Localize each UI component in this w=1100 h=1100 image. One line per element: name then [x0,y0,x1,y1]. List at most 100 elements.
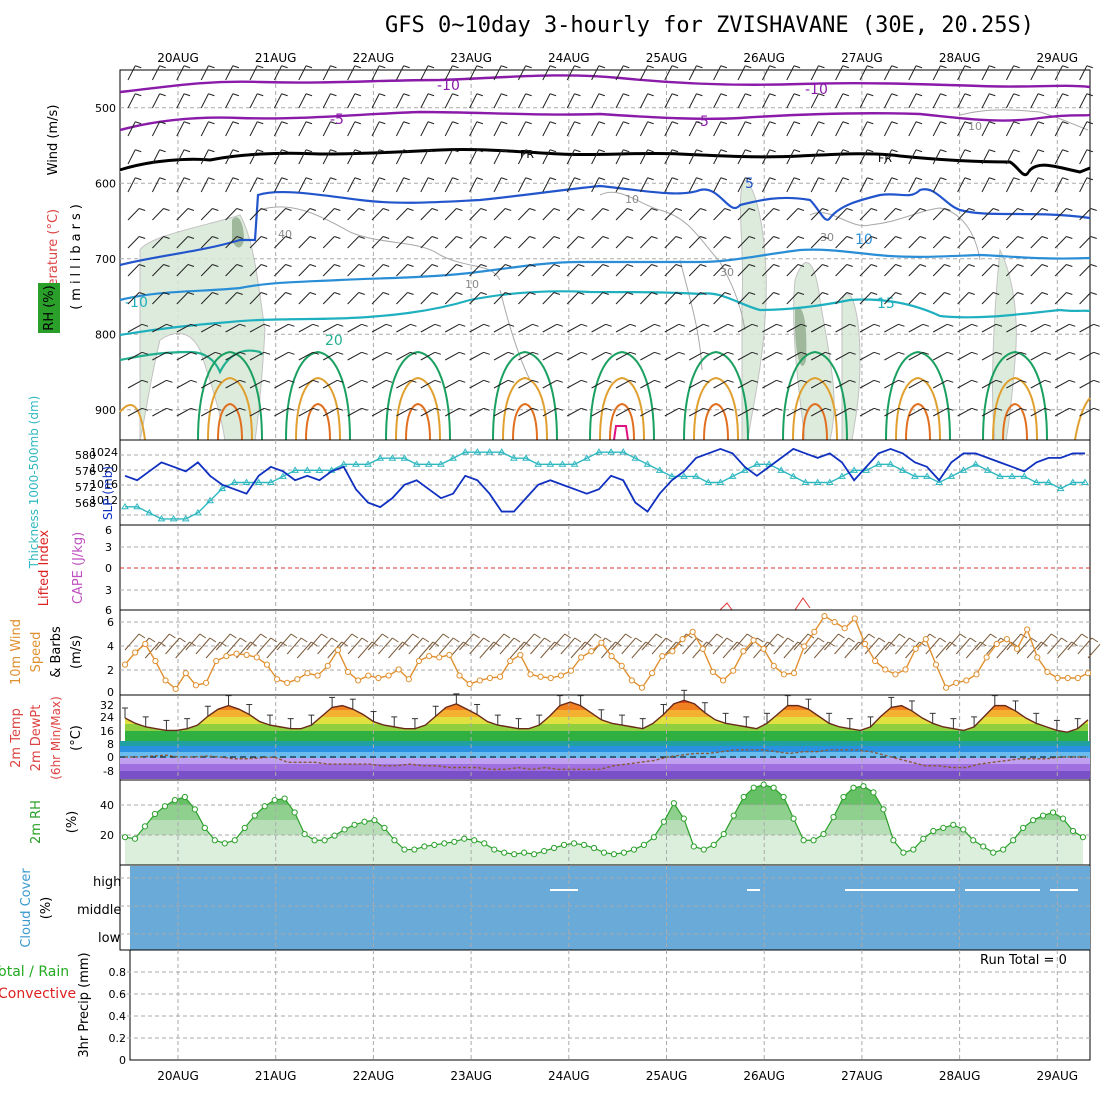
wind10-barb-21 [337,633,353,651]
lobe-25-0 [197,350,263,441]
thickness-point-27 [449,454,457,461]
wind10-point-78 [912,645,919,652]
upper-barb-64 [713,93,722,109]
upper-barb-199 [1079,177,1088,193]
tick-8-3: 8 [107,738,114,751]
upper-barb-tick-476 [1020,379,1027,383]
wind10-barb-39 [519,633,535,651]
upper-barb-358 [1054,292,1067,305]
wind10-barb-tick-20 [341,641,349,647]
upper-barb-tick-277 [1041,236,1049,239]
upper-barb-tick-106 [769,121,776,125]
upper-barb-tick-30 [867,65,874,69]
upper-barb-352 [908,292,921,305]
upper-barb-tick-83 [208,121,215,125]
top-date-21aug: 21AUG [255,51,297,65]
upper-barb-207 [298,208,311,221]
wind10-barb-tick-7 [209,637,217,643]
wind10-barb-31 [438,637,454,655]
upper-barb-282 [176,264,189,277]
upper-barb-tick-339 [602,292,609,295]
upper-barb-tick-505 [751,407,759,411]
upper-barb-314 [957,264,970,277]
upper-barb-339 [591,292,604,305]
upper-barb-tick-171 [403,177,410,181]
upper-barb-256 [518,236,530,249]
slp-label: SLP (mb) [101,466,115,520]
wind10-point-46 [588,648,595,655]
rh2m-point-78 [900,849,907,856]
upper-barb-53 [444,93,453,109]
upper-barb-338 [566,292,579,305]
rh2m-point-54 [660,818,667,825]
upper-barb-tick-34 [964,65,972,69]
wind10-barb-tick-88 [1030,637,1038,643]
upper-barb-237 [1030,208,1043,221]
upper-barb-492 [420,407,436,417]
thickness-point-55 [789,472,798,479]
upper-barb-269 [835,236,848,249]
upper-barb-224 [713,208,726,221]
upper-barb-290 [371,264,384,277]
upper-barb-252 [420,236,433,249]
upper-barb-344 [713,292,726,305]
upper-barb-303 [688,264,701,277]
thickness-point-25 [424,460,433,467]
upper-barb-173 [444,177,453,193]
lobe-30-2 [395,376,441,441]
wind10-point-11 [233,650,240,657]
rh2m-point-18 [301,830,308,838]
upper-barb-270 [859,236,872,249]
wind10-barb-35 [479,641,495,659]
upper-barb-480 [127,407,143,417]
thickness-point-10 [242,478,251,485]
rh2m-point-9 [211,837,218,844]
wind10-point-94 [1074,674,1081,682]
upper-barb-141 [639,149,649,165]
wind10-barb-51 [641,633,657,651]
label-5: 5 [745,176,754,192]
upper-barb-415 [493,351,509,361]
wind10-point-2 [142,640,149,648]
wind10-point-37 [496,673,504,680]
upper-barb-99 [591,121,600,137]
thickness-point-30 [485,448,494,455]
upper-barb-tick-420 [629,351,637,355]
upper-barb-tick-259 [602,236,609,239]
rh2m-point-59 [710,841,717,849]
upper-barb-tick-143 [696,149,703,153]
thickness-point-35 [546,460,555,467]
thickness-point-52 [753,460,761,467]
upper-barb-44 [225,93,234,109]
upper-barb-362 [176,323,192,333]
upper-barb-tick-396 [1020,323,1027,327]
rh2m-point-63 [750,784,757,791]
wind10-barb-tick-57 [716,633,724,639]
upper-barb-tick-5 [257,65,264,69]
thickness-point-79 [1081,478,1089,485]
upper-barb-494 [469,407,484,417]
upper-barb-tick-52 [427,93,435,97]
wind10-barb-52 [651,637,667,655]
upper-barb-tick-289 [358,264,365,267]
thickness-point-28 [461,448,470,455]
label-rh10-a: 10 [625,193,639,206]
upper-barb-88 [322,121,331,137]
upper-barb-tick-273 [944,236,951,239]
temp-band-m4 [120,758,1090,764]
upper-barb-328 [322,292,335,305]
upper-barb-tick-270 [870,236,878,239]
upper-barb-tick-311 [895,264,902,267]
upper-barb-tick-320 [138,292,146,295]
rh2m-point-61 [730,812,737,819]
wind10-point-95 [1084,670,1092,677]
upper-barb-tick-460 [629,379,637,383]
thickness-point-3 [157,514,166,522]
upper-barb-320 [127,292,140,305]
wind10-barb-6 [185,633,201,651]
thickness-point-77 [1056,484,1065,492]
upper-barb-79 [1079,93,1088,109]
upper-barb-257 [542,236,555,249]
upper-barb-tick-53 [452,93,459,97]
upper-barb-tick-24 [720,65,728,69]
